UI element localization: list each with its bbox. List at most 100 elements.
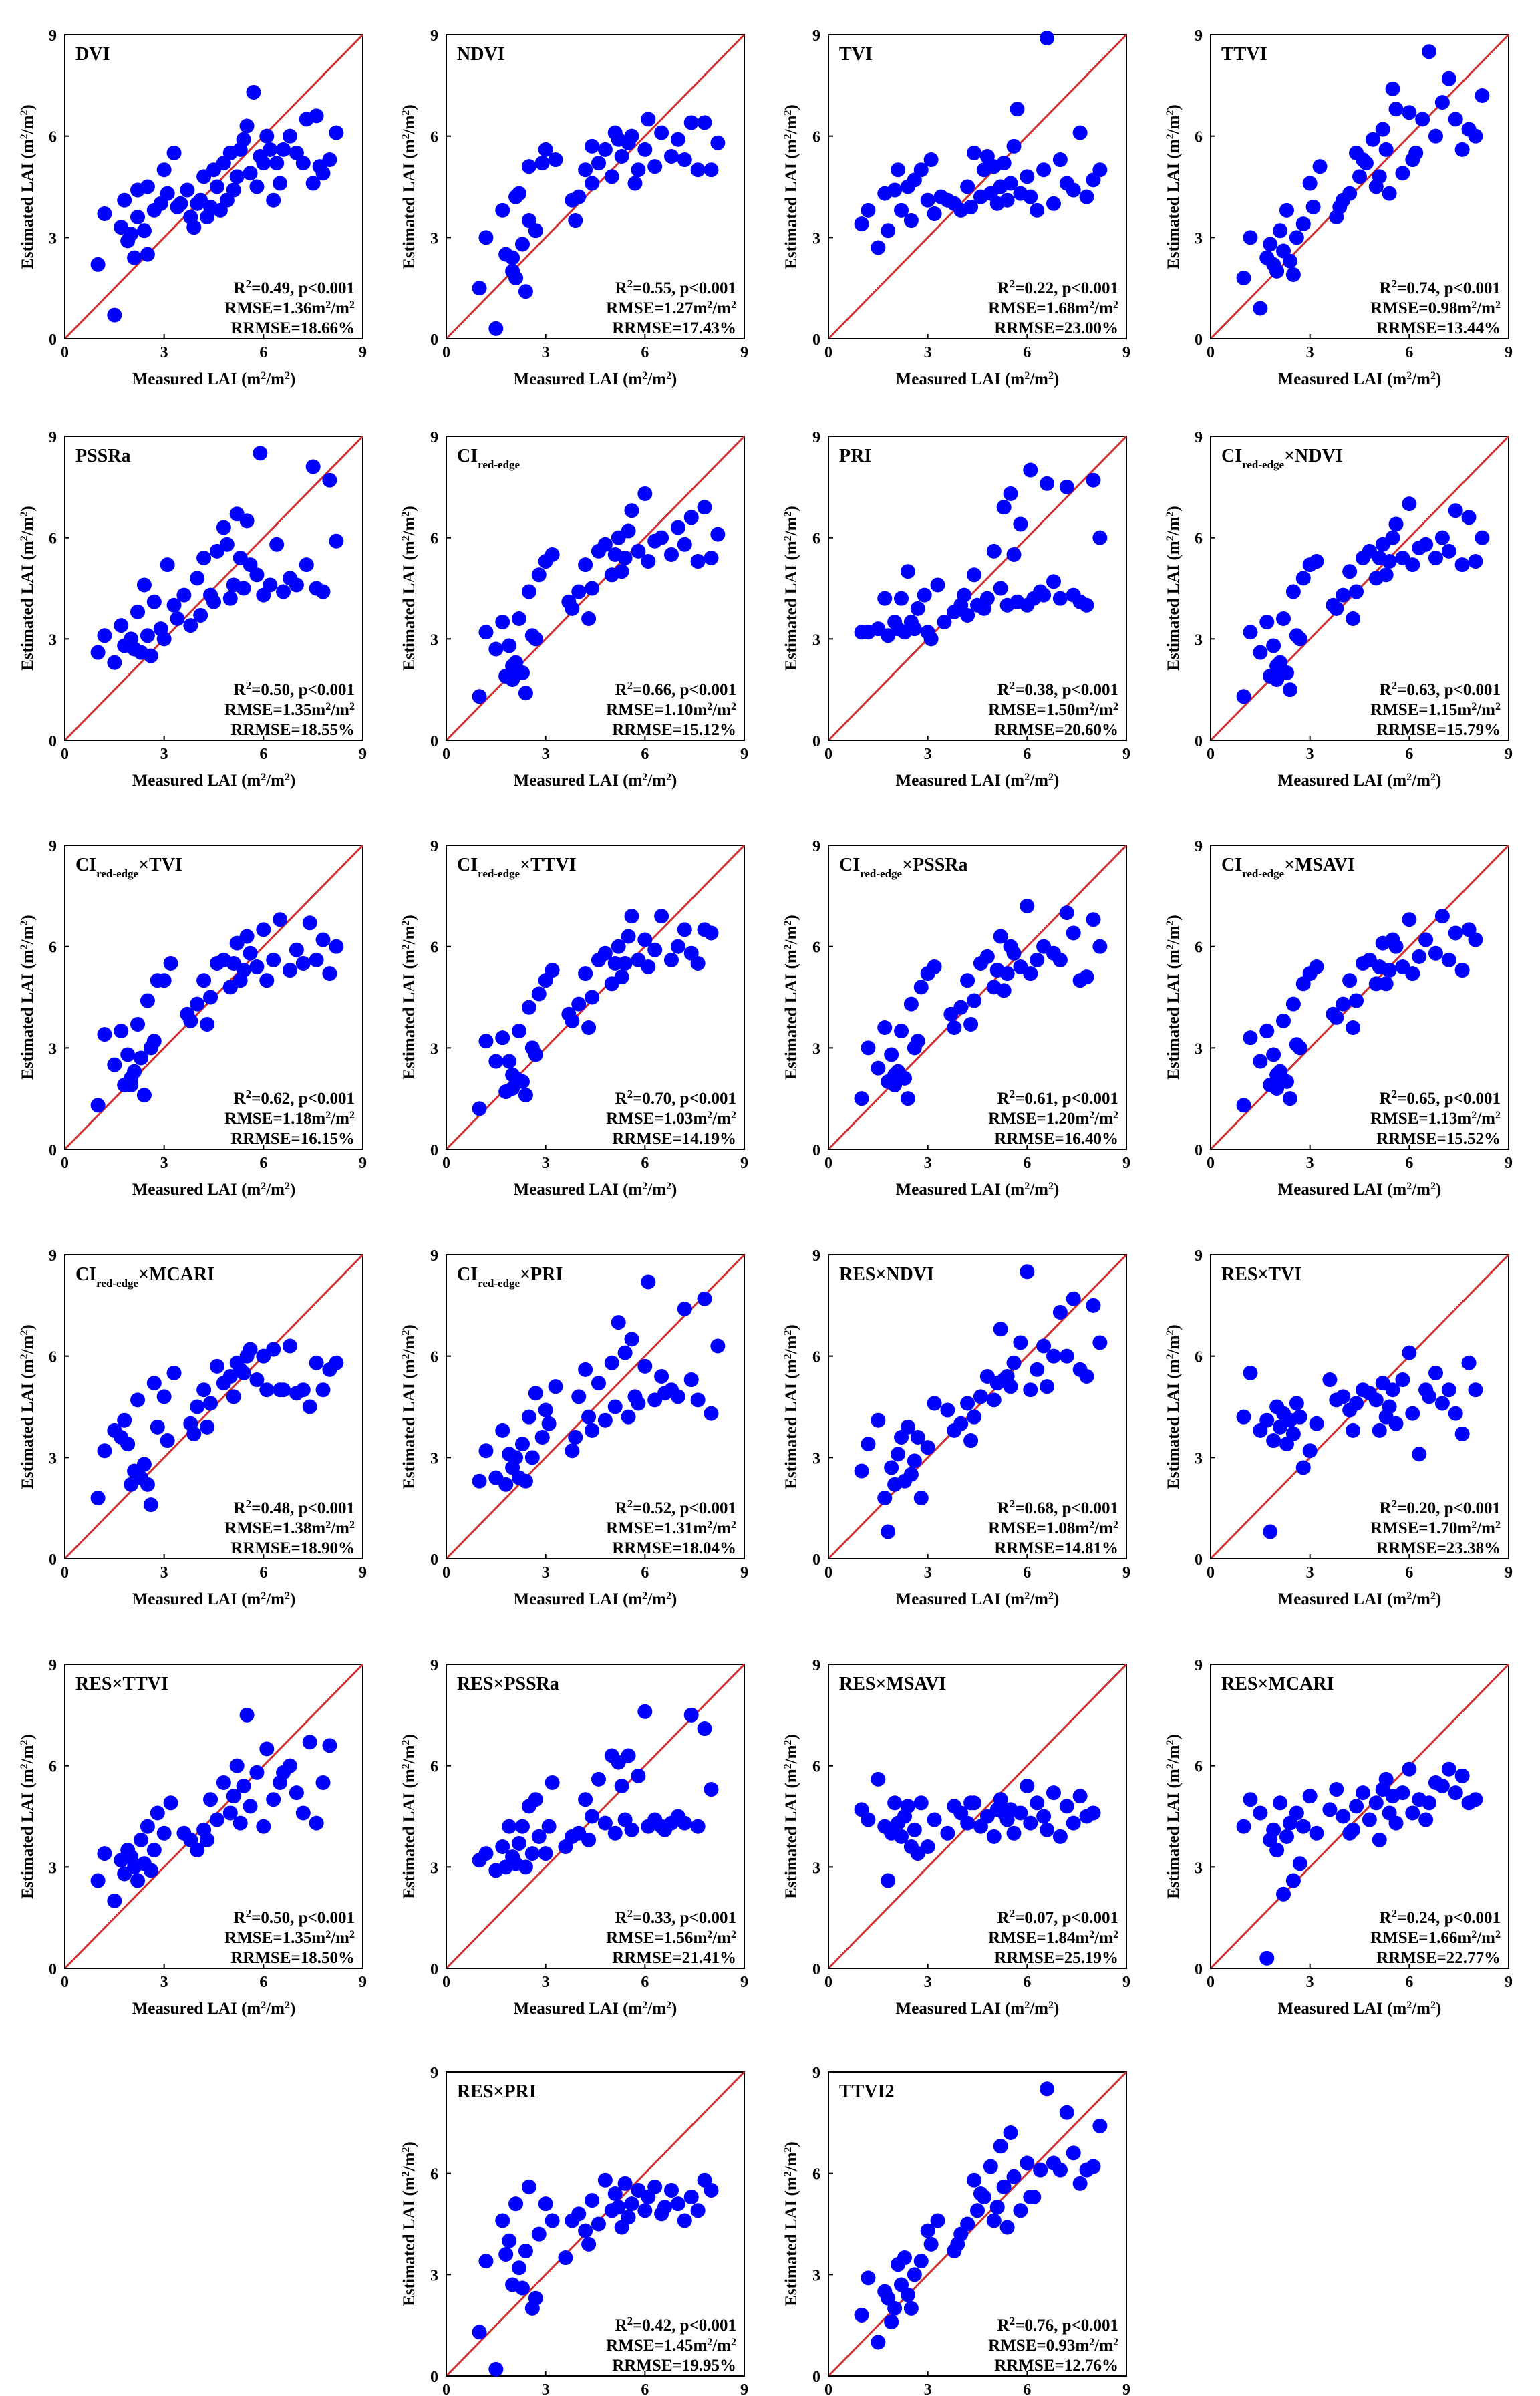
data-point	[1309, 1416, 1324, 1431]
data-point	[663, 149, 679, 164]
data-point	[239, 929, 255, 944]
r2-stat: R2=0.76, p<0.001	[997, 2314, 1118, 2335]
data-point	[114, 618, 129, 633]
data-point	[1368, 1392, 1384, 1408]
data-point	[1468, 1792, 1483, 1807]
data-point	[999, 192, 1015, 208]
r2-stat: R2=0.07, p<0.001	[997, 1907, 1118, 1928]
data-point	[478, 230, 494, 245]
data-point	[568, 1430, 583, 1445]
panel-title: CIred-edge×MSAVI	[1221, 855, 1355, 880]
data-point	[1402, 1345, 1417, 1360]
data-point	[97, 206, 112, 221]
data-point	[253, 446, 268, 461]
data-point	[322, 966, 337, 982]
data-point	[203, 1792, 218, 1807]
data-point	[1086, 472, 1101, 488]
data-point	[907, 2267, 922, 2282]
data-point	[514, 1819, 530, 1834]
y-tick-label: 3	[430, 2267, 438, 2284]
data-point	[508, 271, 524, 285]
data-point	[1461, 510, 1477, 525]
data-point	[591, 1771, 606, 1787]
x-axis-label: Measured LAI (m2/m2)	[1278, 370, 1442, 389]
data-point	[140, 628, 155, 643]
r2-stat: R2=0.48, p<0.001	[234, 1497, 355, 1518]
y-tick-label: 9	[430, 429, 438, 446]
data-point	[996, 156, 1012, 171]
data-point	[677, 537, 692, 552]
data-point	[1434, 909, 1450, 924]
x-tick-label: 6	[1405, 1564, 1413, 1582]
data-point	[571, 189, 587, 204]
x-tick-label: 0	[61, 746, 69, 763]
data-point	[1382, 186, 1397, 201]
panel-title: CIred-edge×PRI	[457, 1264, 563, 1290]
data-point	[657, 2200, 673, 2215]
data-point	[1030, 1795, 1045, 1811]
data-point	[1434, 530, 1450, 545]
data-point	[624, 1822, 639, 1837]
rmse-stat: RMSE=1.45m2/m2	[606, 2337, 736, 2355]
panel-title: PSSRa	[75, 446, 130, 466]
data-point	[512, 1024, 527, 1039]
data-point	[1006, 945, 1022, 961]
data-point	[528, 2290, 543, 2306]
data-point	[488, 641, 504, 657]
rmse-stat: RMSE=1.35m2/m2	[224, 701, 355, 720]
x-tick-label: 3	[1306, 344, 1314, 361]
y-tick-label: 0	[49, 733, 57, 750]
x-tick-label: 3	[160, 1564, 168, 1582]
data-point	[877, 1020, 893, 1035]
data-point	[1013, 1805, 1028, 1821]
panel-title: CIred-edge×TVI	[75, 855, 182, 880]
data-point	[907, 1822, 922, 1837]
y-tick-label: 6	[49, 1349, 57, 1366]
data-point	[960, 179, 975, 194]
data-point	[578, 966, 593, 982]
y-axis-label: Estimated LAI (m2/m2)	[1165, 104, 1183, 269]
data-point	[302, 1399, 317, 1414]
data-point	[521, 159, 536, 174]
data-point	[894, 1024, 909, 1039]
data-point	[710, 135, 726, 150]
data-point	[472, 1101, 487, 1116]
data-point	[243, 1799, 258, 1814]
rmse-stat: RMSE=1.36m2/m2	[224, 299, 355, 318]
data-point	[1282, 253, 1297, 269]
data-point	[1263, 237, 1278, 252]
data-point	[329, 533, 344, 549]
x-tick-label: 9	[740, 746, 748, 763]
data-point	[1259, 615, 1275, 630]
data-point	[282, 128, 297, 144]
y-axis-label: Estimated LAI (m2/m2)	[782, 1734, 801, 1899]
data-point	[1428, 128, 1443, 144]
x-tick-label: 3	[1306, 1974, 1314, 1991]
data-point	[903, 996, 919, 1012]
x-axis-label: Measured LAI (m2/m2)	[132, 1590, 296, 1609]
data-point	[190, 571, 205, 586]
data-point	[565, 601, 580, 616]
data-point	[710, 527, 726, 542]
data-point	[1342, 973, 1358, 988]
data-point	[697, 1291, 712, 1306]
data-point	[289, 1785, 304, 1801]
data-point	[1266, 638, 1281, 653]
data-point	[190, 1399, 205, 1414]
x-tick-label: 0	[61, 1974, 69, 1991]
data-point	[913, 2254, 929, 2269]
x-tick-label: 9	[740, 1155, 748, 1172]
data-point	[993, 2139, 1008, 2154]
data-point	[604, 169, 619, 184]
x-tick-label: 6	[641, 1974, 649, 1991]
data-point	[654, 530, 669, 545]
data-point	[641, 112, 656, 127]
x-tick-label: 3	[1306, 746, 1314, 763]
x-axis-label: Measured LAI (m2/m2)	[896, 2000, 1060, 2018]
data-point	[259, 128, 275, 144]
data-point	[1276, 1886, 1291, 1902]
data-point	[1312, 159, 1328, 174]
data-point	[505, 658, 520, 673]
data-point	[704, 162, 719, 178]
data-point	[677, 152, 692, 168]
